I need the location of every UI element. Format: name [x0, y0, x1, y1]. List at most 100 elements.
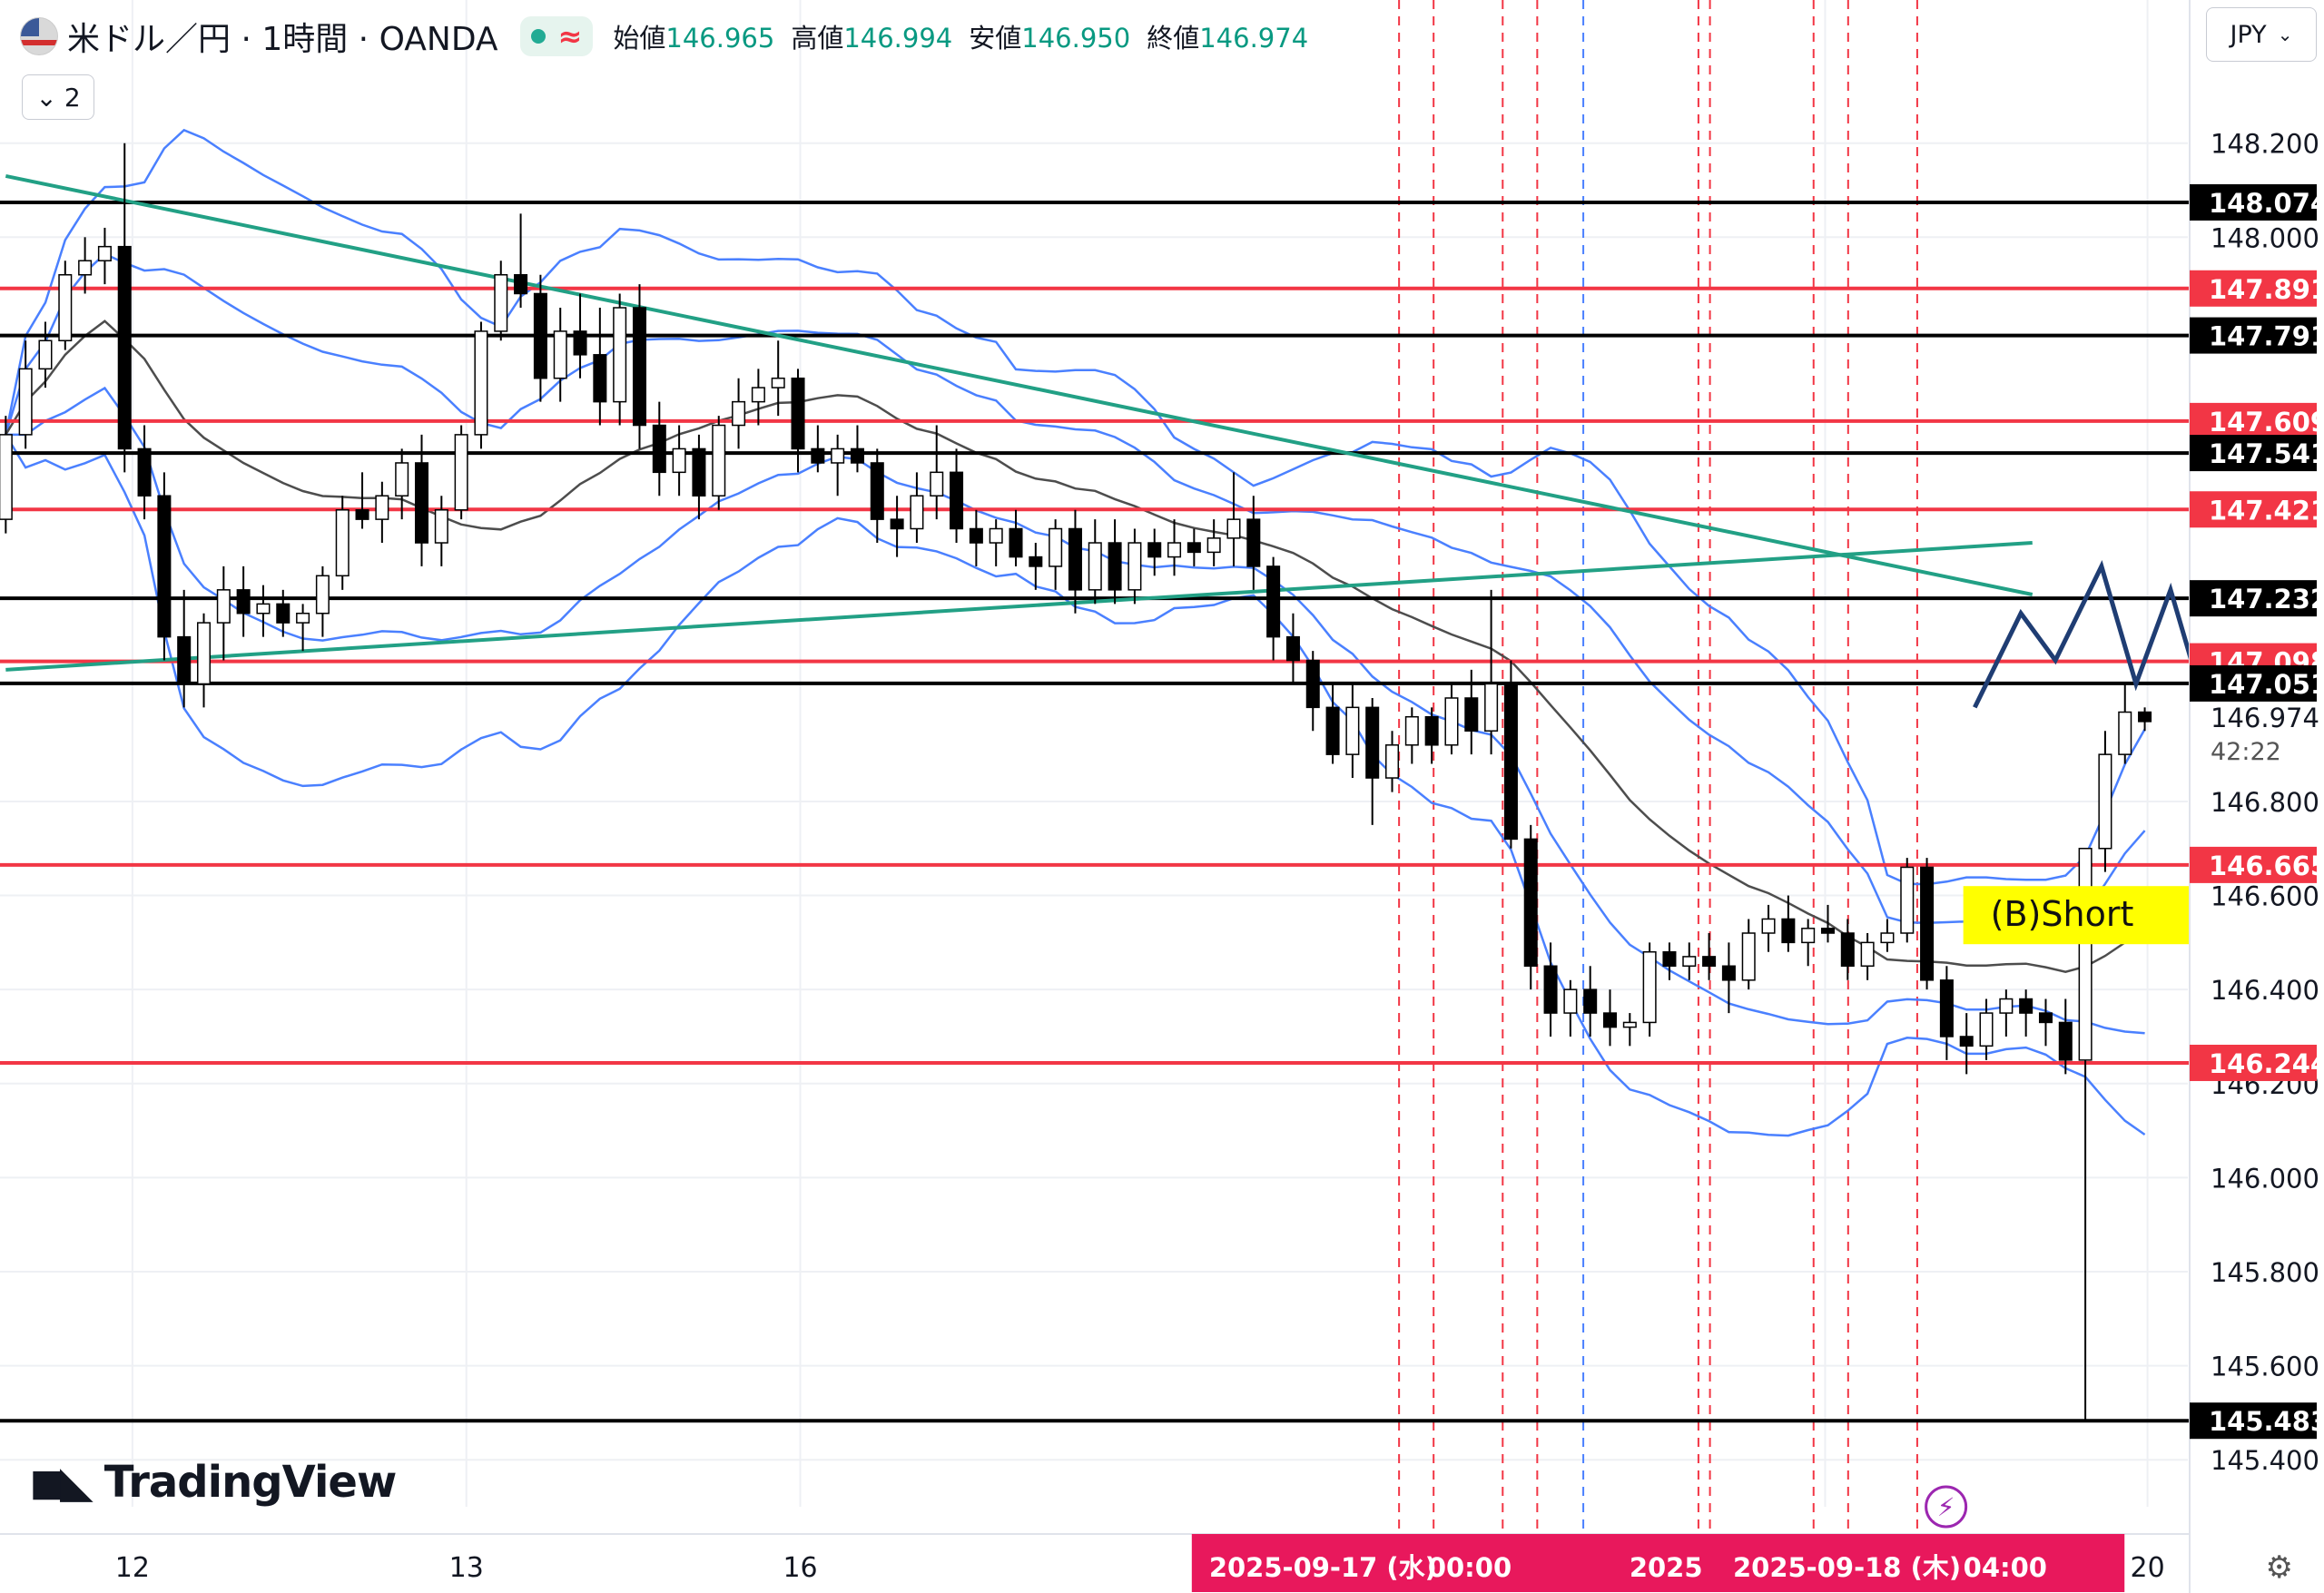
candle-body	[732, 400, 746, 427]
candle-body	[1781, 918, 1796, 944]
settings-gear-icon[interactable]: ⚙	[2265, 1549, 2293, 1586]
candle-body	[1979, 1012, 1994, 1047]
candle-body	[1128, 542, 1142, 591]
date-highlight-label: 04:00	[1964, 1552, 2047, 1583]
candle-body	[157, 495, 172, 638]
candle-body	[395, 462, 409, 497]
market-status-pill[interactable]: ≈	[519, 16, 594, 56]
price-level-tag	[2190, 435, 2317, 472]
candle-body	[1999, 998, 2014, 1014]
price-level-tag-label: 147.891	[2209, 274, 2324, 305]
candle-body	[950, 471, 964, 530]
candle-body	[989, 527, 1003, 544]
x-tick-label: 13	[449, 1552, 484, 1584]
candle-body	[533, 292, 547, 379]
candle-body	[1939, 979, 1954, 1037]
bar-countdown-label: 42:22	[2211, 738, 2281, 766]
candle-body	[593, 354, 607, 403]
candle-body	[1484, 683, 1499, 732]
candle-body	[474, 330, 488, 436]
candle-body	[692, 447, 706, 497]
candle-body	[1325, 706, 1340, 755]
chevron-down-icon: ⌄	[35, 82, 57, 113]
price-level-tag-label: 147.541	[2209, 438, 2324, 469]
price-level-tag-label: 148.074	[2209, 188, 2324, 219]
candle-body	[1345, 706, 1360, 755]
candle-body	[1464, 697, 1479, 732]
date-range-highlight	[1191, 1534, 2125, 1592]
candle-body	[276, 603, 290, 624]
candle-body	[1801, 928, 1816, 944]
candle-body	[1602, 1012, 1618, 1028]
candle-body	[414, 462, 429, 544]
usd-jpy-flag-icon	[20, 17, 58, 55]
candle-body	[1246, 518, 1261, 567]
indicators-collapse-button[interactable]: ⌄ 2	[22, 74, 94, 120]
candle-body	[117, 245, 132, 450]
candle-body	[632, 307, 646, 427]
candle-body	[236, 589, 251, 615]
bollinger-band-line	[5, 252, 2146, 925]
candle-body	[553, 330, 567, 379]
price-level-tag	[2190, 1044, 2317, 1081]
candle-body	[514, 274, 528, 295]
indicator-count: 2	[64, 82, 81, 113]
price-level-tag-label: 146.665	[2209, 851, 2324, 881]
candle-body	[1920, 866, 1935, 981]
flash-glyph-icon: ⚡	[1937, 1492, 1955, 1522]
candle-body	[2118, 711, 2132, 755]
candle-body	[1583, 988, 1598, 1014]
candle-body	[1662, 950, 1677, 968]
candle-body	[1642, 950, 1657, 1024]
candle-body	[870, 462, 884, 520]
price-level-tag	[2190, 270, 2317, 307]
x-tick-label: 20	[2131, 1552, 2165, 1584]
date-highlight-label: 00:00	[1428, 1552, 1512, 1583]
symbol-title[interactable]: 米ドル／円 · 1時間 · OANDA	[67, 21, 498, 58]
candle-body	[1385, 744, 1400, 779]
candle-body	[652, 424, 666, 474]
candle-body	[1305, 659, 1320, 709]
candle-body	[1285, 635, 1300, 662]
price-level-tag	[2190, 491, 2317, 528]
candle-body	[1622, 1021, 1637, 1028]
candle-body	[1068, 527, 1082, 591]
candle-body	[969, 527, 983, 544]
price-level-tag-label: 147.232	[2209, 584, 2324, 615]
candle-body	[177, 635, 192, 685]
candle-body	[1088, 542, 1102, 591]
candle-body	[573, 330, 587, 356]
candle-body	[1444, 697, 1459, 746]
y-tick-label: 145.600	[2211, 1352, 2319, 1382]
candle-body	[18, 368, 33, 436]
y-tick-label: 145.800	[2211, 1257, 2319, 1288]
price-level-tag-label: 147.421	[2209, 495, 2324, 526]
price-level-tag-label: 147.609	[2209, 407, 2324, 438]
candle-body	[811, 447, 825, 464]
candle-body	[1702, 956, 1717, 968]
candle-body	[375, 495, 389, 520]
bollinger-band-line	[5, 386, 2145, 1035]
price-level-tag	[2190, 402, 2317, 439]
candle-body	[1860, 941, 1875, 968]
candle-body	[434, 509, 448, 544]
price-level-tag-label: 146.244	[2209, 1048, 2324, 1079]
candle-body	[930, 471, 944, 497]
candle-body	[1741, 932, 1756, 981]
candle-body	[335, 509, 350, 577]
candle-body	[1029, 556, 1043, 567]
candle-body	[1206, 537, 1221, 554]
price-level-tag	[2190, 664, 2317, 702]
ohlc-open: 始値146.965	[613, 23, 775, 54]
candle-body	[1009, 527, 1023, 558]
candle-body	[1424, 715, 1439, 746]
currency-selector[interactable]: JPY ⌄	[2206, 7, 2317, 62]
candle-body	[1503, 683, 1518, 841]
flash-event-icon	[1925, 1485, 1968, 1529]
candle-body	[910, 495, 924, 530]
tradingview-logo[interactable]: ◼◣ TradingView	[29, 1457, 397, 1508]
date-highlight-label: 2025-09-18 (木)	[1733, 1552, 1961, 1583]
candle-body	[1226, 518, 1241, 539]
candle-body	[672, 447, 686, 474]
